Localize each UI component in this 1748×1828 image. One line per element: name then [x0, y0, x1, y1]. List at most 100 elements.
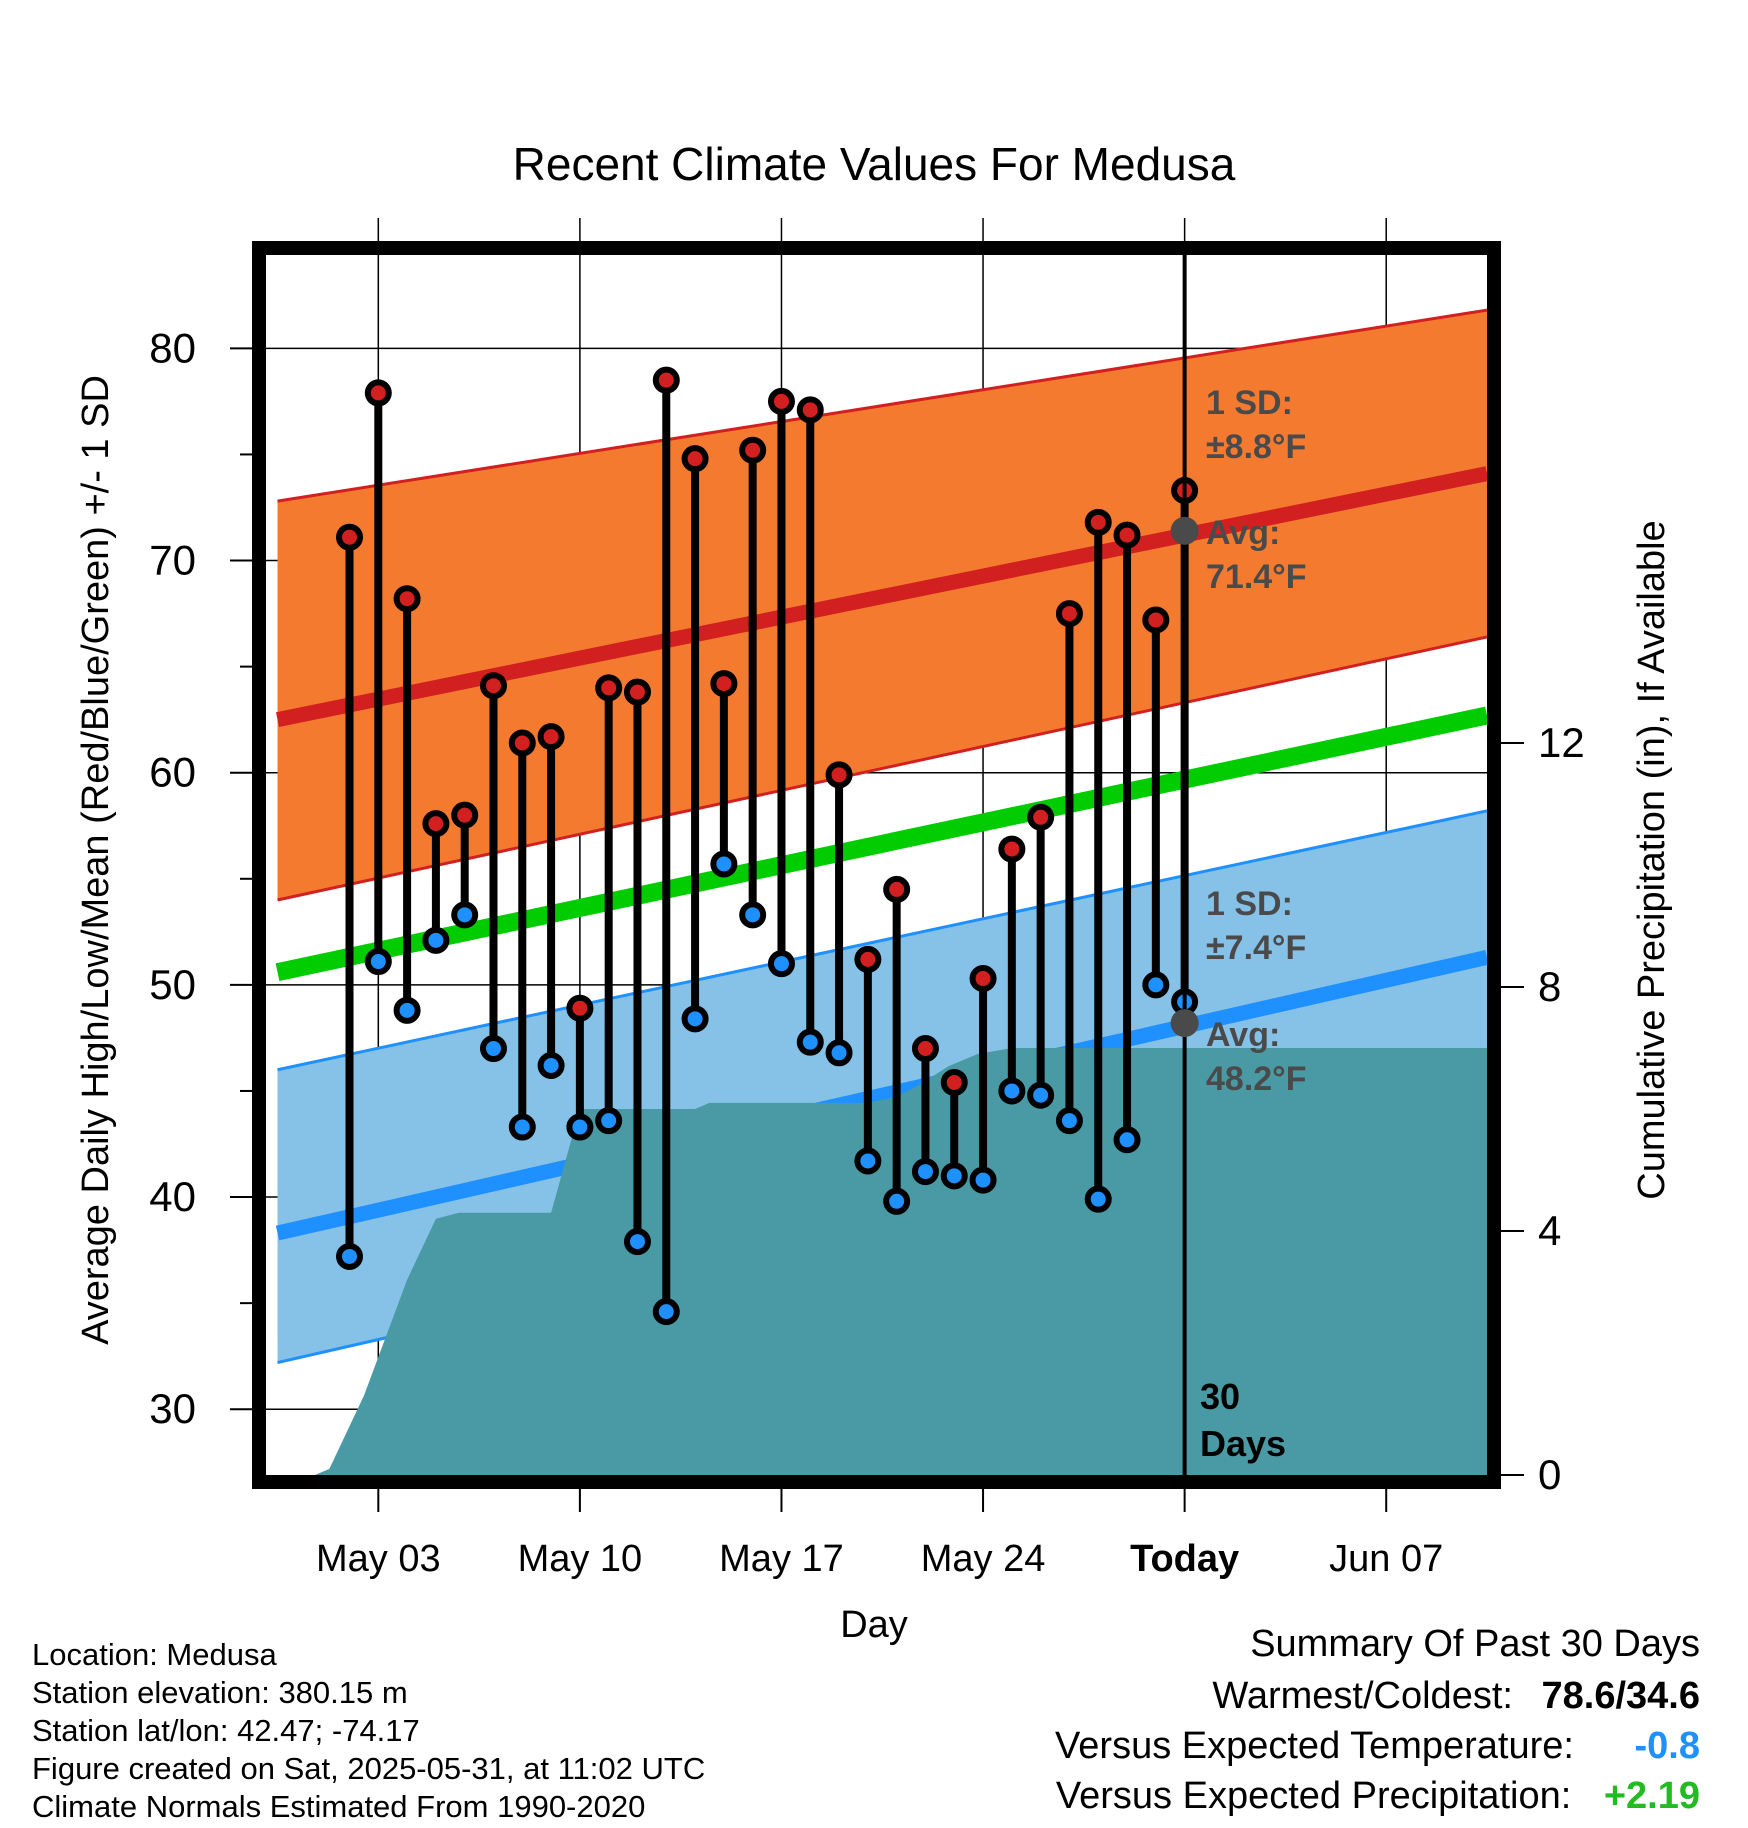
daily-low-point: [710, 850, 738, 878]
high-sd-band-lower-edge: [277, 635, 1487, 902]
warmest-coldest-value: 78.6/34.6: [1541, 1675, 1700, 1717]
high-sd-band-upper-edge: [277, 308, 1487, 503]
daily-high-point: [479, 672, 507, 700]
latlon-text: Station lat/lon: 42.47; -74.17: [32, 1713, 420, 1748]
daily-low-point: [451, 901, 479, 929]
high-sd-label: 1 SD:: [1206, 384, 1293, 422]
daily-high-point: [739, 436, 767, 464]
daily-high-point: [336, 523, 364, 551]
daily-high-point: [854, 945, 882, 973]
daily-low-point: [566, 1113, 594, 1141]
x-axis-label: Day: [840, 1604, 908, 1646]
daily-low-point: [336, 1242, 364, 1270]
daily-low-point: [1113, 1126, 1141, 1154]
daily-high-point: [1027, 803, 1055, 831]
warmest-coldest-row: Warmest/Coldest: 78.6/34.6: [1212, 1674, 1700, 1718]
daily-high-point: [911, 1035, 939, 1063]
x-tick-label: Jun 07: [1329, 1538, 1443, 1580]
daily-low-point: [508, 1113, 536, 1141]
daily-low-point: [998, 1077, 1026, 1105]
temperature-row: Versus Expected Temperature: -0.8: [1055, 1724, 1700, 1768]
x-tick-label: May 03: [316, 1538, 441, 1580]
daily-high-point: [537, 723, 565, 751]
daily-high-point: [451, 801, 479, 829]
daily-high-point: [940, 1068, 968, 1096]
daily-low-point: [623, 1228, 651, 1256]
chart-title: Recent Climate Values For Medusa: [513, 138, 1236, 190]
y-tick-label: 50: [149, 961, 196, 1008]
daily-high-point: [796, 396, 824, 424]
daily-low-point: [940, 1162, 968, 1190]
annotations: 1 SD: ±8.8°F Avg: 71.4°F 1 SD: ±7.4°F Avg: 48.2…: [1170, 255, 1307, 1475]
daily-low-point: [1142, 971, 1170, 999]
daily-low-point: [796, 1028, 824, 1056]
daily-low-point: [652, 1298, 680, 1326]
daily-low-point: [825, 1039, 853, 1067]
elevation-text: Station elevation: 380.15 m: [32, 1675, 408, 1710]
daily-high-point: [883, 875, 911, 903]
low-sd-value: ±7.4°F: [1206, 929, 1306, 967]
low-average-label: Avg:: [1206, 1016, 1280, 1054]
today-average-low-marker: [1170, 1009, 1199, 1038]
daily-high-point: [1142, 606, 1170, 634]
daily-low-point: [1055, 1107, 1083, 1135]
daily-high-point: [652, 366, 680, 394]
x-tick-label: May 17: [719, 1538, 844, 1580]
x-tick-label: May 24: [921, 1538, 1046, 1580]
y-tick-label: 80: [149, 324, 196, 371]
precipitation-label: Versus Expected Precipitation:: [1055, 1775, 1572, 1817]
precipitation-value: +2.19: [1603, 1775, 1700, 1817]
y2-tick-label: 8: [1538, 963, 1561, 1010]
low-sd-band-upper-edge: [277, 809, 1487, 1072]
normal-bands: [275, 308, 1487, 1475]
daily-high-point: [566, 994, 594, 1022]
daily-low-point: [969, 1166, 997, 1194]
daily-low-point: [883, 1187, 911, 1215]
average-high-line: [276, 466, 1487, 728]
y2-tick-label: 12: [1538, 719, 1585, 766]
daily-low-point: [1084, 1185, 1112, 1213]
y2-axis-label: Cumulative Precipitation (in), If Availa…: [1631, 520, 1673, 1199]
y2-tick-label: 4: [1538, 1207, 1561, 1254]
daily-high-point: [969, 965, 997, 993]
summary-title: Summary Of Past 30 Days: [1250, 1623, 1700, 1665]
today-average-high-marker: [1170, 516, 1199, 545]
daily-high-point: [1113, 521, 1141, 549]
daily-low-point: [681, 1005, 709, 1033]
y2-tick-label: 0: [1538, 1451, 1561, 1498]
daily-low-point: [364, 948, 392, 976]
average-low-line: [275, 949, 1487, 1241]
low-average-value: 48.2°F: [1206, 1060, 1307, 1098]
daily-low-point: [537, 1052, 565, 1080]
x-tick-label: May 10: [518, 1538, 643, 1580]
created-text: Figure created on Sat, 2025-05-31, at 11…: [32, 1751, 706, 1786]
y-tick-label: 70: [149, 537, 196, 584]
plot-frame: [252, 241, 1501, 1489]
daily-high-point: [767, 387, 795, 415]
daily-low-point: [422, 926, 450, 954]
location-text: Location: Medusa: [32, 1637, 277, 1672]
axes: May 03 May 10 May 17 May 24 Today Jun 0730405…: [149, 324, 1584, 1580]
daily-high-point: [393, 585, 421, 613]
y-tick-label: 40: [149, 1173, 196, 1220]
daily-high-point: [422, 810, 450, 838]
daily-low-point: [739, 901, 767, 929]
daily-low-point: [854, 1147, 882, 1175]
daily-high-point: [508, 729, 536, 757]
daily-high-low-series: [336, 366, 1199, 1326]
daily-low-point: [393, 996, 421, 1024]
daily-high-point: [998, 835, 1026, 863]
daily-high-point: [681, 445, 709, 473]
x-tick-label: Today: [1130, 1538, 1239, 1580]
window-label-unit: Days: [1200, 1423, 1286, 1464]
window-label-number: 30: [1200, 1376, 1240, 1417]
temperature-label: Versus Expected Temperature:: [1055, 1725, 1574, 1767]
precipitation-row: Versus Expected Precipitation: +2.19: [1056, 1774, 1700, 1818]
daily-high-point: [710, 670, 738, 698]
daily-low-point: [1027, 1081, 1055, 1109]
y-axis-label: Average Daily High/Low/Mean (Red/Blue/Gr…: [75, 375, 117, 1345]
daily-high-point: [595, 674, 623, 702]
daily-high-point: [1055, 600, 1083, 628]
daily-low-point: [595, 1107, 623, 1135]
